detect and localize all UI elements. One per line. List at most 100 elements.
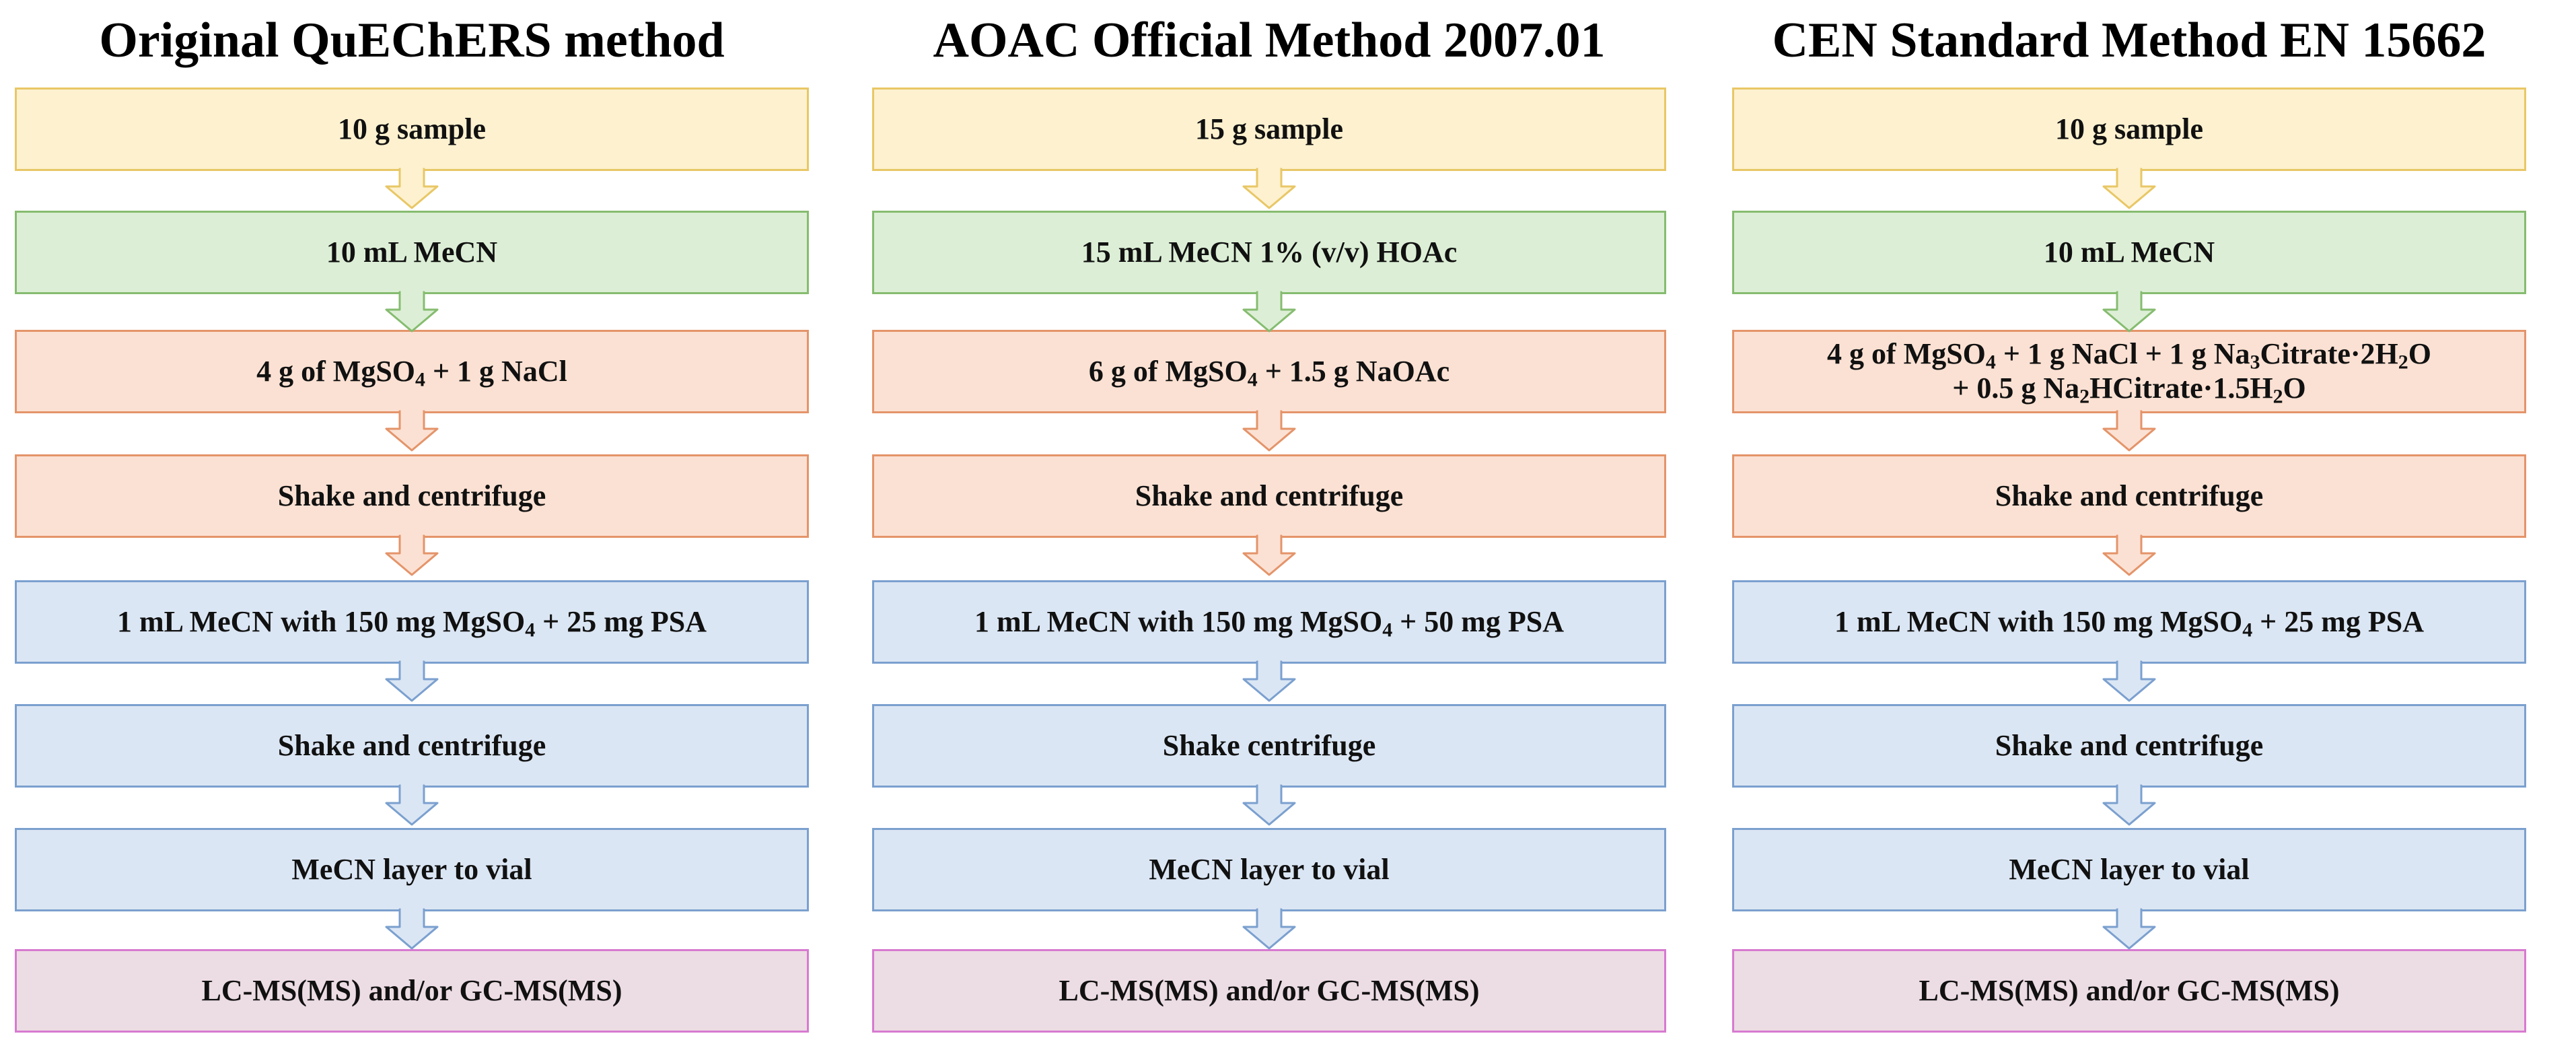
step-label: 10 mL MeCN — [2043, 235, 2215, 269]
step-label: Shake and centrifuge — [1995, 728, 2264, 762]
step-label: 1 mL MeCN with 150 mg MgSO4 + 25 mg PSA — [117, 604, 707, 641]
step-transfer: MeCN layer to vial — [15, 828, 809, 911]
flow-arrow-joint — [1258, 908, 1281, 911]
flow-arrow-shape — [385, 784, 439, 826]
flow-arrow-shape — [385, 168, 439, 209]
step-dspe-cleanup: 1 mL MeCN with 150 mg MgSO4 + 25 mg PSA — [1732, 580, 2526, 664]
step-label: 10 mL MeCN — [326, 235, 498, 269]
flow-arrow — [1242, 534, 1296, 576]
step-label: 1 mL MeCN with 150 mg MgSO4 + 25 mg PSA — [1834, 604, 2424, 641]
flow-arrow — [1242, 908, 1296, 950]
step-transfer: MeCN layer to vial — [1732, 828, 2526, 911]
step-shake-centrifuge: Shake and centrifuge — [872, 454, 1666, 538]
step-salts: 4 g of MgSO4 + 1 g NaCl — [15, 330, 809, 413]
flow-arrow-shape — [1242, 410, 1296, 452]
flow-arrow-shape — [385, 291, 439, 333]
step-label: LC-MS(MS) and/or GC-MS(MS) — [201, 973, 622, 1007]
flow-arrow — [1242, 660, 1296, 702]
flow-arrow — [385, 168, 439, 209]
step-label: LC-MS(MS) and/or GC-MS(MS) — [1059, 973, 1480, 1007]
step-analysis: LC-MS(MS) and/or GC-MS(MS) — [1732, 949, 2526, 1033]
flow-arrow-shape — [385, 908, 439, 950]
step-label: Shake centrifuge — [1162, 728, 1376, 762]
flow-arrow-shape — [2102, 784, 2156, 826]
flow-arrow — [2102, 534, 2156, 576]
flow-arrow-joint — [400, 291, 423, 294]
step-label: 10 g sample — [2055, 112, 2203, 145]
flow-arrow-shape — [385, 660, 439, 702]
flow-arrow-joint — [1258, 660, 1281, 664]
step-label: 6 g of MgSO4 + 1.5 g NaOAc — [1088, 354, 1450, 391]
flow-arrow-shape — [2102, 534, 2156, 576]
step-label: MeCN layer to vial — [2009, 852, 2250, 886]
column-title: Original QuEChERS method — [99, 12, 725, 68]
flow-arrow-joint — [400, 784, 423, 788]
flow-arrow-joint — [2118, 660, 2141, 664]
flow-arrow — [2102, 660, 2156, 702]
flow-arrow-shape — [385, 534, 439, 576]
column-cen-en-15662: CEN Standard Method EN 15662 10 g sample… — [1732, 0, 2526, 1042]
flow-arrow-joint — [2118, 784, 2141, 788]
step-salts: 6 g of MgSO4 + 1.5 g NaOAc — [872, 330, 1666, 413]
flow-arrow — [2102, 908, 2156, 950]
flow-arrow-shape — [1242, 784, 1296, 826]
flow-arrow-joint — [400, 168, 423, 171]
flow-arrow-joint — [2118, 410, 2141, 413]
flow-arrow-joint — [400, 908, 423, 911]
flow-arrow — [385, 908, 439, 950]
flow-arrow — [2102, 410, 2156, 452]
flow-arrow-shape — [2102, 410, 2156, 452]
step-solvent: 15 mL MeCN 1% (v/v) HOAc — [872, 211, 1666, 294]
flow-arrow — [2102, 784, 2156, 826]
step-solvent: 10 mL MeCN — [15, 211, 809, 294]
step-dspe-cleanup: 1 mL MeCN with 150 mg MgSO4 + 25 mg PSA — [15, 580, 809, 664]
step-shake-centrifuge-2: Shake and centrifuge — [15, 704, 809, 788]
step-label-line-2: + 0.5 g Na2HCitrate·1.5H2O — [1952, 372, 2306, 408]
step-label: 15 mL MeCN 1% (v/v) HOAc — [1081, 235, 1458, 269]
step-shake-centrifuge: Shake and centrifuge — [15, 454, 809, 538]
flow-arrow — [1242, 410, 1296, 452]
step-label: Shake and centrifuge — [277, 728, 546, 762]
step-label: Shake and centrifuge — [1135, 479, 1404, 512]
flow-arrow — [385, 291, 439, 333]
step-label: 1 mL MeCN with 150 mg MgSO4 + 50 mg PSA — [974, 604, 1564, 641]
step-label: 4 g of MgSO4 + 1 g NaCl — [256, 354, 567, 391]
flow-arrow-shape — [1242, 908, 1296, 950]
step-analysis: LC-MS(MS) and/or GC-MS(MS) — [15, 949, 809, 1033]
flow-arrow — [1242, 168, 1296, 209]
flow-arrow-joint — [400, 534, 423, 538]
flow-arrow-shape — [2102, 660, 2156, 702]
step-analysis: LC-MS(MS) and/or GC-MS(MS) — [872, 949, 1666, 1033]
step-solvent: 10 mL MeCN — [1732, 211, 2526, 294]
flow-arrow-shape — [1242, 534, 1296, 576]
column-title: AOAC Official Method 2007.01 — [933, 12, 1606, 68]
flow-arrow-joint — [1258, 534, 1281, 538]
step-sample: 10 g sample — [15, 88, 809, 171]
flow-arrow — [385, 410, 439, 452]
step-label: Shake and centrifuge — [277, 479, 546, 512]
flow-arrow — [2102, 168, 2156, 209]
flow-arrow-joint — [1258, 410, 1281, 413]
step-shake-centrifuge: Shake and centrifuge — [1732, 454, 2526, 538]
column-aoac-2007-01: AOAC Official Method 2007.01 15 g sample… — [872, 0, 1666, 1042]
column-original-quechers: Original QuEChERS method 10 g sample 10 … — [15, 0, 809, 1042]
flow-arrow-joint — [1258, 168, 1281, 171]
step-transfer: MeCN layer to vial — [872, 828, 1666, 911]
step-label-line-1: 4 g of MgSO4 + 1 g NaCl + 1 g Na3Citrate… — [1827, 337, 2431, 374]
step-label: LC-MS(MS) and/or GC-MS(MS) — [1919, 973, 2340, 1007]
flow-arrow-joint — [400, 660, 423, 664]
flow-arrow — [385, 784, 439, 826]
flow-arrow-shape — [2102, 168, 2156, 209]
step-label: Shake and centrifuge — [1995, 479, 2264, 512]
flow-arrow-shape — [1242, 291, 1296, 333]
flow-arrow — [385, 660, 439, 702]
flow-arrow-shape — [2102, 291, 2156, 333]
flow-arrow-joint — [1258, 291, 1281, 294]
flow-arrow — [385, 534, 439, 576]
step-dspe-cleanup: 1 mL MeCN with 150 mg MgSO4 + 50 mg PSA — [872, 580, 1666, 664]
step-sample: 15 g sample — [872, 88, 1666, 171]
flow-arrow-joint — [2118, 291, 2141, 294]
flow-arrow-shape — [2102, 908, 2156, 950]
step-shake-centrifuge-2: Shake centrifuge — [872, 704, 1666, 788]
